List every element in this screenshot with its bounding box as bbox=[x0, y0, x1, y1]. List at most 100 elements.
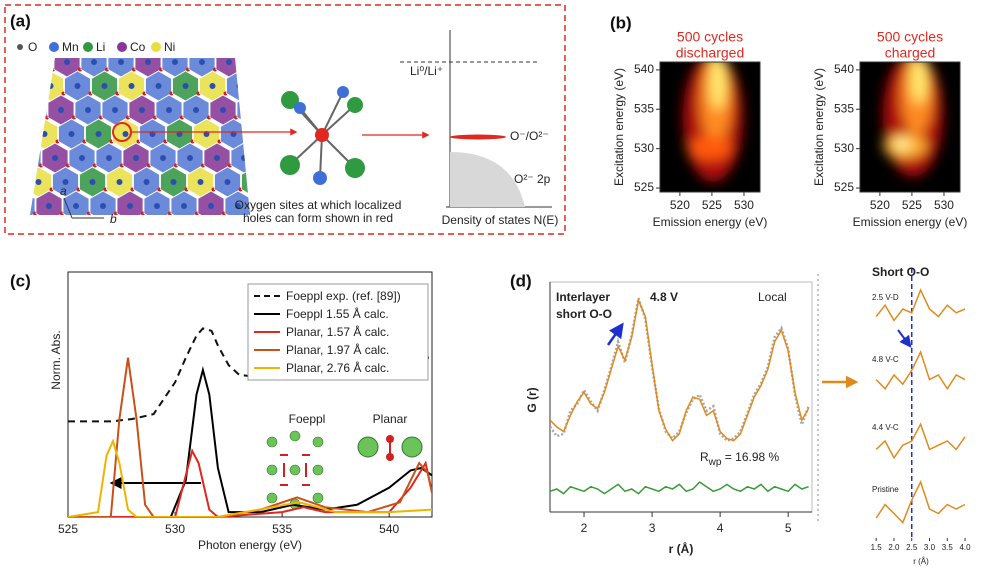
atom bbox=[128, 83, 135, 89]
octahedron bbox=[258, 143, 284, 173]
atom bbox=[64, 59, 70, 65]
oxygen bbox=[277, 92, 281, 96]
y-tick-label: 530 bbox=[634, 141, 654, 155]
lattice bbox=[0, 58, 298, 216]
legend-label: Planar, 2.76 Å calc. bbox=[286, 360, 389, 375]
atom bbox=[9, 179, 15, 185]
octahedron bbox=[30, 70, 37, 102]
chart-title: 500 cycles bbox=[677, 29, 743, 45]
atom bbox=[199, 59, 205, 65]
annotation: Interlayer bbox=[556, 290, 610, 304]
chart-title: discharged bbox=[676, 45, 745, 61]
x-tick-label: 525 bbox=[58, 522, 78, 536]
atom bbox=[182, 83, 189, 89]
atom bbox=[181, 203, 187, 209]
atom bbox=[37, 59, 43, 65]
x-tick-label: 4.0 bbox=[959, 543, 971, 552]
atom bbox=[35, 179, 42, 185]
atom bbox=[52, 155, 58, 161]
oxygen bbox=[255, 164, 259, 168]
annotation-part: wp bbox=[708, 457, 722, 468]
line-series bbox=[875, 480, 966, 524]
panel-label: (c) bbox=[10, 271, 31, 290]
dos-diagram bbox=[400, 30, 552, 208]
line-series bbox=[550, 297, 810, 442]
x-axis-label: Photon energy (eV) bbox=[198, 538, 302, 552]
y-tick-label: 525 bbox=[834, 180, 854, 194]
axis-label: a bbox=[60, 184, 67, 198]
series-label: Pristine bbox=[872, 485, 899, 494]
x-tick-label: 525 bbox=[702, 198, 722, 212]
line-series bbox=[68, 438, 432, 517]
oxygen bbox=[294, 68, 298, 72]
line-series bbox=[875, 349, 966, 391]
atom bbox=[101, 83, 108, 89]
atom bbox=[155, 83, 162, 89]
oxygen bbox=[34, 91, 39, 96]
line-series bbox=[550, 481, 809, 495]
x-tick-label: 3.5 bbox=[942, 543, 954, 552]
x-tick-label: 520 bbox=[670, 198, 690, 212]
legend-swatch bbox=[49, 42, 59, 52]
octahedron bbox=[30, 94, 48, 126]
atom bbox=[30, 155, 31, 161]
atom bbox=[127, 203, 133, 209]
plot-lines bbox=[550, 297, 810, 495]
atom bbox=[41, 131, 48, 137]
atom bbox=[31, 107, 37, 113]
caption: holes can form shown in red bbox=[243, 211, 393, 225]
atom bbox=[274, 107, 280, 113]
oxygen bbox=[265, 188, 269, 192]
legend-label: Ni bbox=[164, 40, 175, 54]
atom bbox=[0, 155, 4, 161]
atom bbox=[208, 203, 214, 209]
oxygen bbox=[288, 116, 292, 120]
plot-frame bbox=[67, 271, 433, 518]
x-tick-label: 3 bbox=[649, 521, 656, 535]
oxygen bbox=[6, 212, 10, 216]
dos-label: O²⁻ 2p bbox=[514, 172, 551, 186]
atom bbox=[19, 203, 25, 209]
caption: Oxygen sites at which localized bbox=[235, 198, 402, 212]
atom bbox=[100, 203, 106, 209]
legend-swatch bbox=[151, 42, 161, 52]
atom bbox=[252, 179, 258, 185]
atom bbox=[154, 203, 160, 209]
arrow bbox=[827, 117, 840, 144]
oxygen bbox=[267, 68, 271, 72]
atom bbox=[214, 155, 220, 161]
panel-label: (a) bbox=[10, 11, 31, 30]
x-tick-label: 3.0 bbox=[924, 543, 936, 552]
atom bbox=[247, 107, 250, 113]
y-axis-label: Excitation energy (eV) bbox=[812, 68, 826, 186]
y-tick-label: 540 bbox=[634, 62, 654, 76]
atom bbox=[106, 155, 112, 161]
atom bbox=[139, 107, 145, 113]
atom bbox=[62, 179, 69, 185]
x-tick-label: 2.0 bbox=[888, 543, 900, 552]
axis-label: b bbox=[110, 212, 117, 226]
oxygen bbox=[24, 68, 28, 72]
oxygen bbox=[22, 188, 26, 192]
x-tick-label: 5 bbox=[785, 521, 792, 535]
x-tick-label: 525 bbox=[902, 198, 922, 212]
atom bbox=[85, 107, 91, 113]
x-axis-label: Emission energy (eV) bbox=[853, 215, 968, 229]
x-tick-label: 530 bbox=[734, 198, 754, 212]
octahedron bbox=[242, 58, 250, 78]
annotation: short O-O bbox=[556, 307, 612, 321]
y-tick-label: 535 bbox=[834, 101, 854, 115]
annotation: Local bbox=[758, 290, 787, 304]
highlight-circle bbox=[112, 122, 132, 142]
panel-a-frame bbox=[4, 4, 566, 235]
oxygen bbox=[292, 188, 296, 192]
panel-label: (b) bbox=[610, 13, 632, 32]
legend-label: Planar, 1.97 Å calc. bbox=[286, 342, 389, 357]
legend-swatch bbox=[17, 44, 23, 50]
annotation-part: = 16.98 % bbox=[721, 450, 779, 464]
y-axis-label: Excitation energy (eV) bbox=[612, 68, 626, 186]
atom bbox=[166, 107, 172, 113]
legend-label: Foeppl exp. (ref. [89]) bbox=[286, 289, 401, 303]
atom bbox=[73, 203, 79, 209]
